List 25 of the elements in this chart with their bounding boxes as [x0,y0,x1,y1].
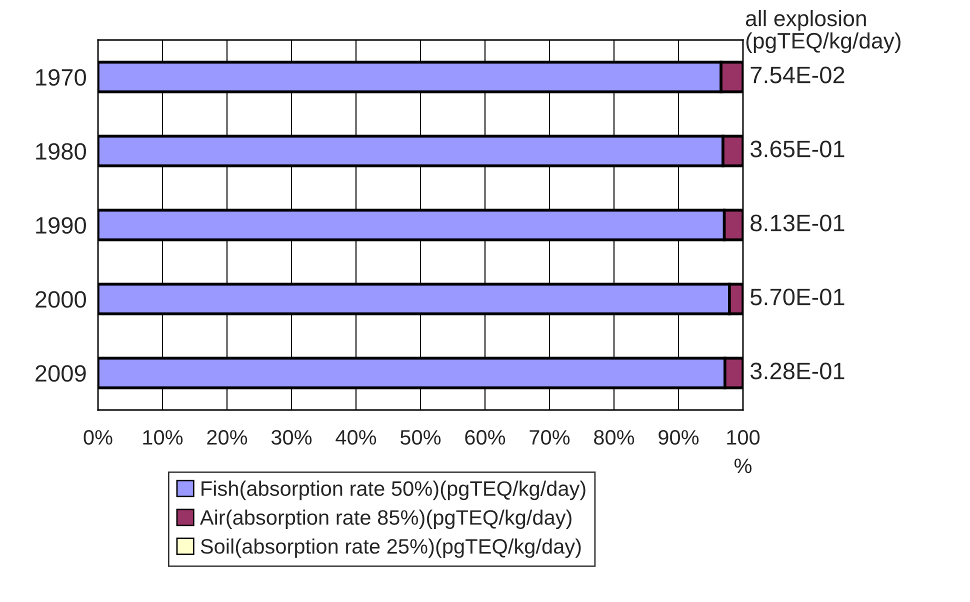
legend-label: Air(absorption rate 85%)(pgTEQ/kg/day) [200,510,572,529]
x-tick-label: 60% [465,430,506,445]
x-tick-label: 50% [400,430,441,445]
x-tick-label: 40% [336,430,376,445]
x-tick-label: 80% [594,430,634,445]
x-tick-label: 20% [207,430,248,445]
y-tick-label: 2009 [36,365,86,382]
text: 3.65E-01 [750,140,844,158]
x-tick-label: 0% [84,430,112,445]
x-tick-label: 30% [271,430,312,445]
text: 3.28E-01 [750,362,844,380]
text: all explosion (pgTEQ/kg/day) [746,10,900,54]
y-tick-label: 1980 [36,143,86,160]
text: 5.70E-01 [750,288,844,306]
y-tick-label: 1970 [36,69,86,86]
y-tick-label: 2000 [36,291,86,308]
legend-label: Soil(absorption rate 25%)(pgTEQ/kg/day) [200,538,581,558]
x-tick-label: 70% [530,430,570,445]
y-tick-label: 1990 [36,217,86,234]
text: 8.13E-01 [750,214,844,232]
x-tick-label: 100 % [727,430,760,474]
text: 7.54E-02 [750,66,844,84]
x-tick-label: 90% [658,430,699,445]
x-tick-label: 10% [143,430,183,445]
legend-label: Fish(absorption rate 50%)(pgTEQ/kg/day) [202,480,586,500]
